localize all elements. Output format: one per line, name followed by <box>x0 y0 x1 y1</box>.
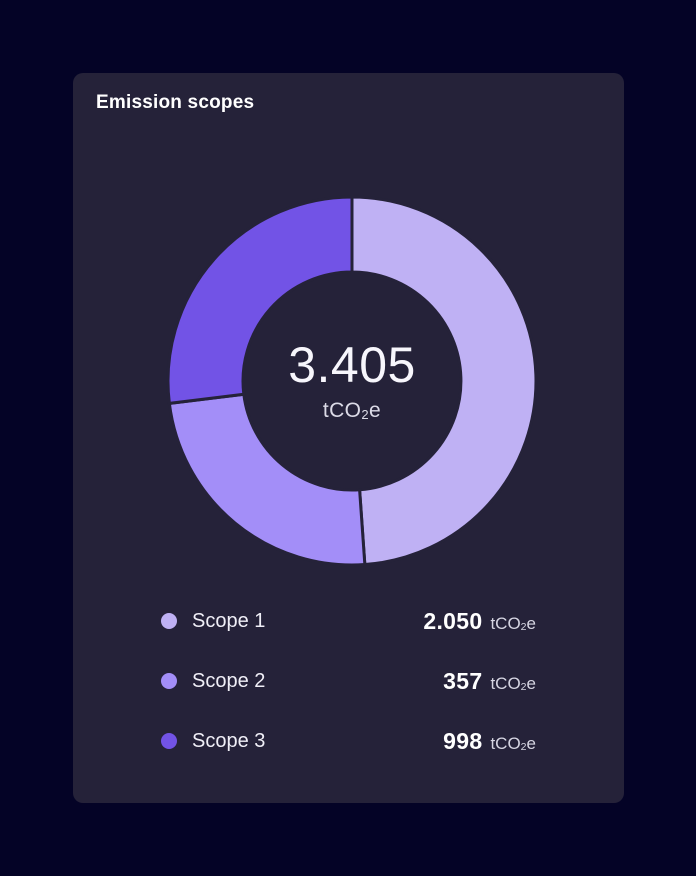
legend-unit: tCO2e <box>490 614 536 634</box>
legend-dot-scope-1 <box>161 613 177 629</box>
unit-prefix: tCO <box>490 733 521 753</box>
donut-segment-scope-1[interactable] <box>350 195 538 567</box>
emission-scopes-card: Emission scopes 3.405 tCO2e Scope 1 2.050… <box>73 73 624 803</box>
legend-row-scope-3[interactable]: Scope 3 998 tCO2e <box>161 727 536 755</box>
legend-unit: tCO2e <box>490 734 536 754</box>
legend-dot-scope-2 <box>161 673 177 689</box>
legend-label: Scope 3 <box>192 729 266 752</box>
unit-prefix: tCO <box>490 673 521 693</box>
legend-dot-scope-3 <box>161 733 177 749</box>
unit-subscript: 2 <box>520 621 527 634</box>
legend-value: 998 <box>443 727 483 754</box>
unit-subscript: 2 <box>520 741 527 754</box>
legend-value-group: 2.050 tCO2e <box>423 608 536 635</box>
legend-unit: tCO2e <box>490 674 536 694</box>
legend-label: Scope 2 <box>192 669 266 692</box>
legend-value: 357 <box>443 667 483 694</box>
legend-row-scope-2[interactable]: Scope 2 357 tCO2e <box>161 667 536 695</box>
donut-svg <box>166 195 538 567</box>
unit-subscript: 2 <box>520 681 527 694</box>
donut-chart: 3.405 tCO2e <box>164 193 540 569</box>
legend-label: Scope 1 <box>192 609 266 632</box>
unit-prefix: tCO <box>490 613 521 633</box>
donut-segment-scope-2[interactable] <box>167 392 367 567</box>
legend-value-group: 998 tCO2e <box>443 728 536 755</box>
legend-value: 2.050 <box>423 607 483 634</box>
unit-suffix: e <box>526 613 536 633</box>
card-title: Emission scopes <box>96 92 255 113</box>
unit-suffix: e <box>526 673 536 693</box>
unit-suffix: e <box>526 733 536 753</box>
legend-row-scope-1[interactable]: Scope 1 2.050 tCO2e <box>161 607 536 635</box>
donut-segment-scope-3[interactable] <box>166 195 354 406</box>
legend-value-group: 357 tCO2e <box>443 668 536 695</box>
